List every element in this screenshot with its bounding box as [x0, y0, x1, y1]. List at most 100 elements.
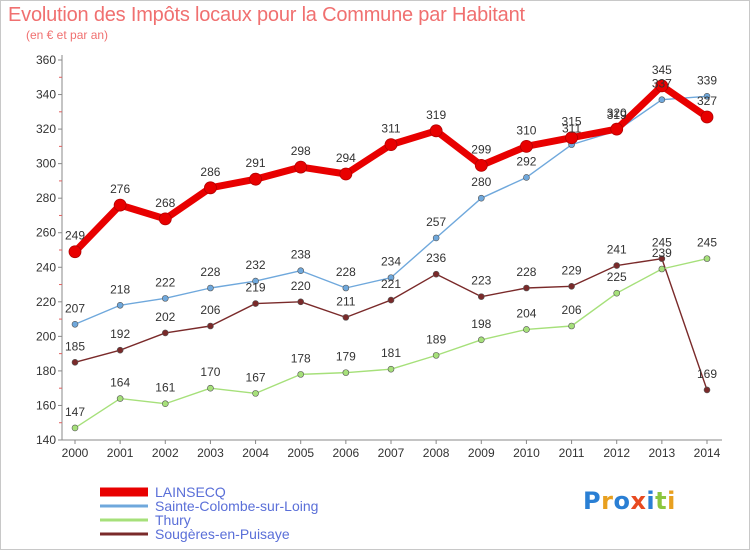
y-tick-label: 200 — [36, 329, 56, 343]
data-point — [342, 314, 350, 321]
data-label: 311 — [381, 122, 400, 136]
data-label: 169 — [697, 367, 717, 381]
data-label: 179 — [336, 350, 356, 364]
data-label: 294 — [336, 151, 356, 165]
x-tick-label: 2013 — [649, 446, 676, 460]
data-point — [655, 79, 669, 93]
proxiti-logo: Proxiti — [583, 487, 676, 515]
data-label: 164 — [110, 376, 130, 390]
data-label: 238 — [291, 248, 311, 262]
data-label: 185 — [65, 339, 85, 353]
data-point — [71, 320, 79, 328]
x-tick-label: 2008 — [423, 446, 450, 460]
data-point — [297, 371, 305, 378]
data-point — [432, 270, 440, 278]
data-label: 280 — [471, 175, 491, 189]
x-tick-label: 2000 — [62, 446, 89, 460]
x-tick-label: 2006 — [333, 446, 360, 460]
data-label: 204 — [516, 306, 536, 320]
data-point — [384, 138, 398, 152]
data-label: 225 — [607, 270, 627, 284]
data-point — [207, 322, 214, 330]
x-tick-label: 2011 — [559, 446, 585, 460]
data-label: 291 — [246, 156, 266, 170]
logo-letter: t — [655, 487, 668, 515]
data-point — [568, 282, 575, 290]
data-point — [610, 122, 624, 136]
x-tick-label: 2007 — [378, 446, 405, 460]
data-point — [161, 329, 169, 337]
data-point — [161, 400, 169, 408]
data-label: 170 — [200, 365, 220, 379]
y-tick-label: 360 — [36, 53, 56, 67]
data-point — [703, 92, 711, 100]
data-label: 206 — [562, 303, 582, 317]
data-label: 339 — [697, 73, 717, 87]
data-point — [339, 167, 353, 181]
data-label: 161 — [155, 381, 175, 395]
data-point — [294, 160, 308, 174]
data-point — [432, 234, 440, 242]
data-point — [523, 326, 530, 333]
x-tick-label: 2005 — [287, 446, 314, 460]
data-point — [71, 424, 79, 432]
chart-subtitle: (en € et par an) — [26, 28, 109, 42]
logo-letter: r — [601, 487, 614, 515]
data-label: 228 — [336, 265, 356, 279]
data-label: 245 — [652, 236, 672, 250]
logo-letter: o — [613, 487, 631, 515]
data-label: 299 — [471, 142, 491, 156]
data-label: 236 — [426, 251, 446, 265]
data-point — [342, 284, 350, 292]
data-label: 310 — [516, 123, 536, 137]
data-point — [342, 369, 350, 376]
data-label: 239 — [652, 246, 672, 260]
data-label: 286 — [200, 165, 220, 179]
data-label: 218 — [110, 282, 130, 296]
data-label: 198 — [471, 317, 491, 331]
data-point — [658, 265, 666, 273]
x-tick-label: 2003 — [197, 446, 224, 460]
y-tick-label: 340 — [36, 88, 56, 102]
data-label: 167 — [246, 370, 266, 384]
data-label: 147 — [65, 405, 85, 419]
data-label: 219 — [246, 281, 266, 295]
y-tick-label: 180 — [36, 364, 56, 378]
data-point — [297, 298, 305, 306]
data-point — [252, 300, 259, 307]
data-point — [161, 295, 169, 302]
data-label: 319 — [426, 108, 446, 122]
data-label: 221 — [381, 277, 401, 291]
data-point — [116, 346, 124, 354]
data-label: 222 — [155, 275, 175, 289]
y-tick-label: 320 — [36, 122, 56, 136]
data-label: 189 — [426, 332, 446, 346]
data-label: 206 — [200, 303, 220, 317]
data-point — [477, 336, 485, 344]
data-point — [565, 131, 578, 145]
x-tick-label: 2012 — [603, 446, 630, 460]
data-label: 276 — [110, 182, 130, 196]
data-point — [429, 124, 443, 138]
legend-label: Sougères-en-Puisaye — [155, 526, 290, 542]
data-point — [116, 301, 124, 309]
x-tick-label: 2001 — [107, 446, 134, 460]
data-point — [207, 284, 214, 292]
data-point — [113, 198, 127, 212]
data-label: 207 — [65, 301, 85, 315]
data-label: 181 — [381, 346, 401, 360]
data-point — [297, 267, 305, 275]
data-label: 292 — [516, 154, 536, 168]
data-label: 228 — [200, 265, 220, 279]
data-label: 320 — [607, 106, 627, 120]
data-point — [116, 395, 124, 402]
logo-letter: i — [667, 487, 676, 515]
data-point — [477, 194, 485, 202]
legend-label: LAINSECQ — [155, 484, 226, 500]
y-tick-label: 160 — [36, 398, 56, 412]
data-point — [387, 274, 395, 281]
data-point — [158, 212, 172, 226]
x-tick-label: 2002 — [152, 446, 179, 460]
data-label: 245 — [697, 236, 717, 250]
data-label: 228 — [516, 265, 536, 279]
